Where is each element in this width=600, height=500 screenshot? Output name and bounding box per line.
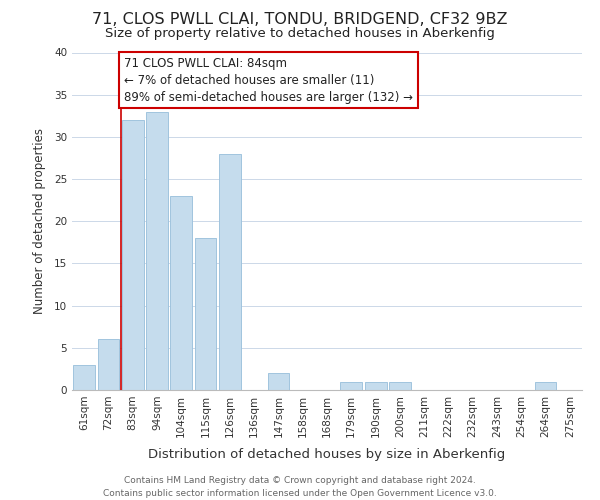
Bar <box>122 120 143 390</box>
Text: Contains HM Land Registry data © Crown copyright and database right 2024.
Contai: Contains HM Land Registry data © Crown c… <box>103 476 497 498</box>
Text: 71 CLOS PWLL CLAI: 84sqm
← 7% of detached houses are smaller (11)
89% of semi-de: 71 CLOS PWLL CLAI: 84sqm ← 7% of detache… <box>124 56 413 104</box>
Bar <box>146 112 168 390</box>
Bar <box>340 382 362 390</box>
Text: 71, CLOS PWLL CLAI, TONDU, BRIDGEND, CF32 9BZ: 71, CLOS PWLL CLAI, TONDU, BRIDGEND, CF3… <box>92 12 508 28</box>
X-axis label: Distribution of detached houses by size in Aberkenfig: Distribution of detached houses by size … <box>148 448 506 461</box>
Bar <box>389 382 411 390</box>
Bar <box>219 154 241 390</box>
Y-axis label: Number of detached properties: Number of detached properties <box>32 128 46 314</box>
Bar <box>365 382 386 390</box>
Bar <box>73 364 95 390</box>
Bar <box>194 238 217 390</box>
Bar <box>170 196 192 390</box>
Bar <box>535 382 556 390</box>
Text: Size of property relative to detached houses in Aberkenfig: Size of property relative to detached ho… <box>105 28 495 40</box>
Bar <box>268 373 289 390</box>
Bar <box>97 340 119 390</box>
